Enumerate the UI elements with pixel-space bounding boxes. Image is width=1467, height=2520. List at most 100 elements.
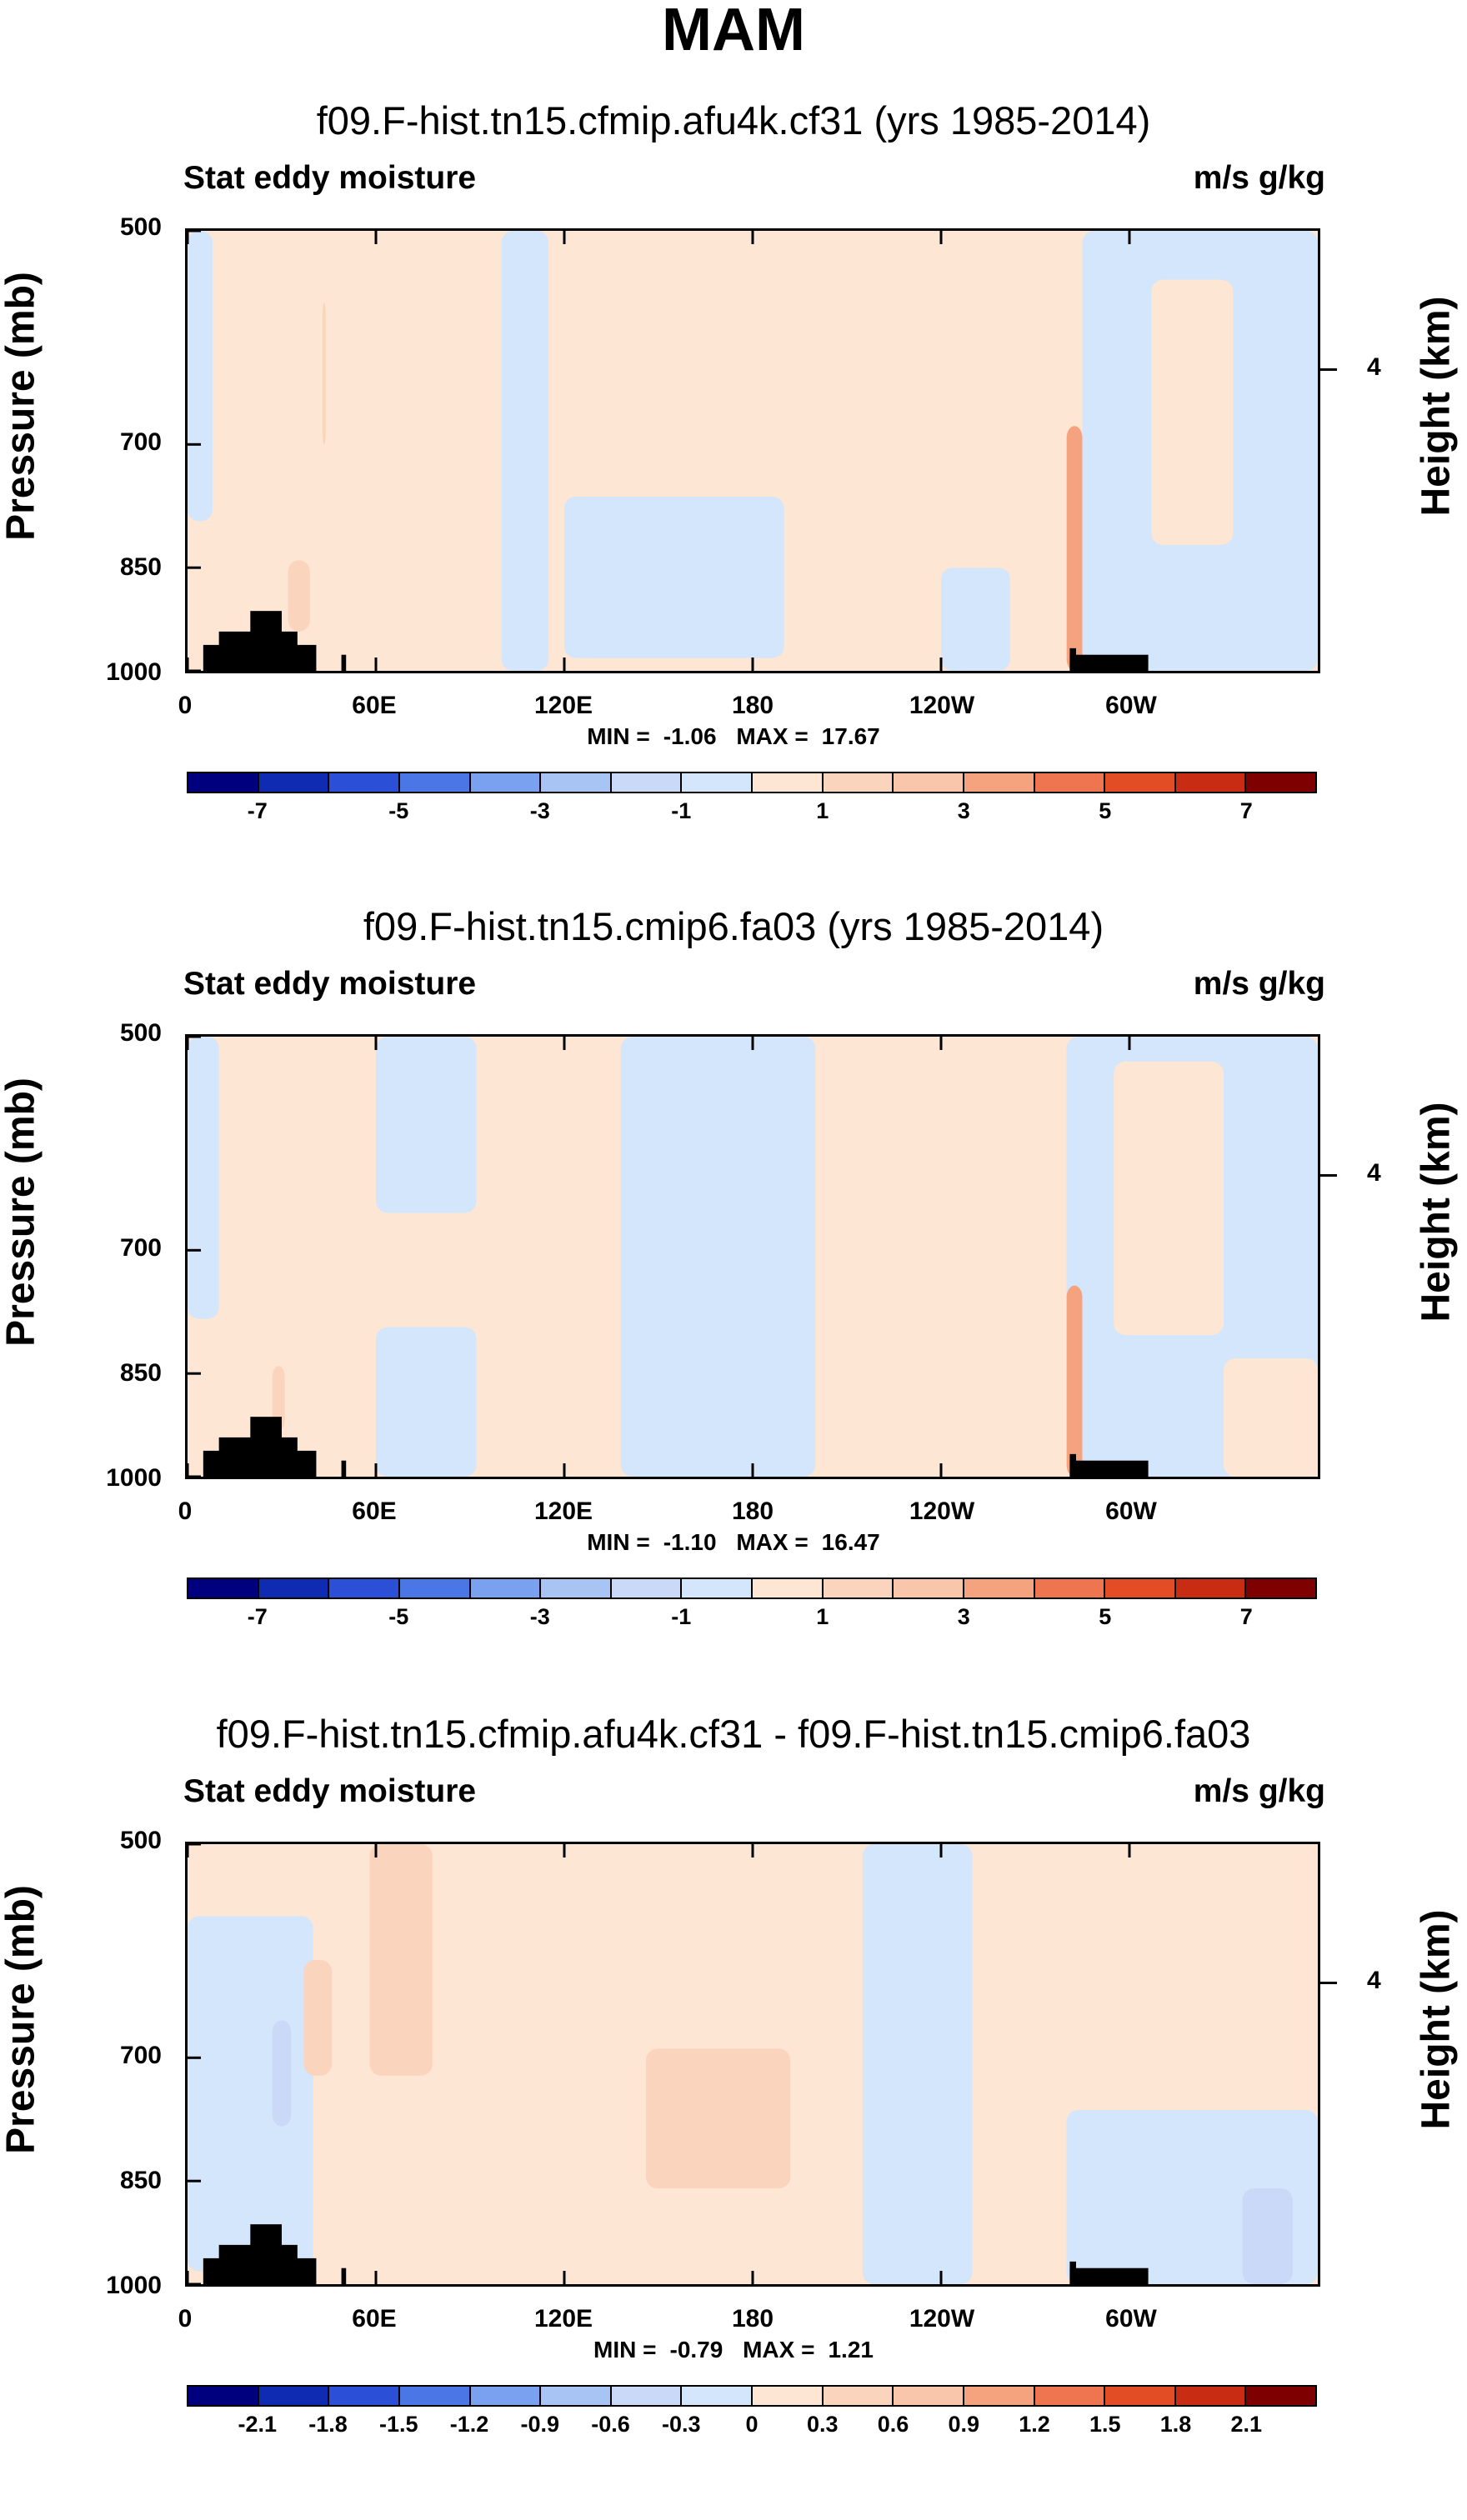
x-tick-mark-top [1128, 1037, 1131, 1050]
x-tick-mark [939, 2271, 943, 2284]
colorbar-box [329, 2387, 400, 2405]
contour-plot [185, 228, 1320, 673]
y-tick-label: 1000 [106, 2272, 162, 2299]
x-tick-mark [563, 658, 566, 671]
x-tick-label: 0 [178, 1498, 193, 1525]
x-tick-label: 120E [533, 692, 593, 719]
terrain-mask [341, 2268, 347, 2284]
contour-region [1224, 1358, 1318, 1477]
min-max-stats: MIN = -1.10 MAX = 16.47 [0, 1529, 1467, 1556]
y-tick-mark [188, 1844, 201, 1846]
x-tick-mark [751, 1463, 754, 1477]
max-label: MAX = [736, 723, 809, 749]
height-tick-label: 4 [1367, 1159, 1381, 1187]
x-tick-mark [1128, 658, 1131, 671]
y-axis-right-label: Height (km) [1414, 1102, 1459, 1322]
contour-region [1066, 1285, 1083, 1477]
x-tick-label: 60W [1105, 1498, 1157, 1525]
height-tick-label: 4 [1367, 1967, 1381, 1994]
colorbar-label: 1.2 [1019, 2412, 1050, 2437]
y-tick-label: 1000 [106, 1464, 162, 1492]
contour-region [272, 2020, 292, 2127]
height-tick-label: 4 [1367, 353, 1381, 381]
contour-region [322, 302, 326, 445]
contour-region [645, 2048, 791, 2189]
max-label: MAX = [736, 1529, 809, 1555]
colorbar-label: 1 [816, 1604, 829, 1629]
colorbar-box [470, 2387, 542, 2405]
colorbar [187, 772, 1317, 793]
colorbar-label: -5 [388, 798, 409, 823]
colorbar-box [258, 1579, 330, 1598]
colorbar-label: 7 [1239, 1604, 1253, 1629]
x-tick-label: 60W [1105, 2305, 1157, 2332]
y-tick-label: 500 [119, 1019, 162, 1047]
y-axis-label: Pressure (mb) [0, 272, 43, 541]
x-tick-mark-top [939, 231, 943, 244]
terrain-mask [1069, 1460, 1149, 1477]
x-tick-mark-top [188, 231, 189, 244]
x-tick-mark [188, 1463, 189, 1477]
contour-region [1066, 426, 1083, 671]
max-value: 1.21 [828, 2337, 874, 2362]
x-tick-label: 180 [731, 692, 774, 719]
x-tick-mark-top [563, 1037, 566, 1050]
y-tick-label: 500 [119, 1827, 162, 1854]
contour-region [188, 1916, 313, 2272]
colorbar-label: 3 [957, 798, 970, 823]
max-value: 17.67 [821, 723, 880, 749]
panel-title: f09.F-hist.tn15.cfmip.afu4k.cf31 (yrs 19… [316, 98, 1151, 142]
x-tick-mark [188, 2271, 189, 2284]
min-max-stats: MIN = -1.06 MAX = 17.67 [0, 723, 1467, 750]
colorbar-box [823, 1579, 894, 1598]
y-tick-mark [188, 231, 201, 232]
units-label: m/s g/kg [1193, 966, 1325, 1002]
y-axis-right-label: Height (km) [1414, 1909, 1459, 2130]
colorbar-box [399, 1579, 471, 1598]
min-value: -0.79 [669, 2337, 723, 2362]
x-tick-label: 120W [909, 692, 975, 719]
field-label: Stat eddy moisture [183, 966, 477, 1002]
colorbar-label: -1.5 [378, 2412, 418, 2437]
colorbar-label: 1.8 [1159, 2412, 1192, 2437]
colorbar-box [470, 773, 542, 792]
colorbar-box [1034, 2387, 1106, 2405]
colorbar-box [611, 2387, 683, 2405]
colorbar-box [1175, 2387, 1247, 2405]
y-tick-label: 850 [119, 553, 162, 581]
contour-region [218, 1037, 376, 1477]
y-axis-label: Pressure (mb) [0, 1885, 43, 2154]
x-tick-mark-top [188, 1037, 189, 1050]
x-tick-mark [939, 658, 943, 671]
colorbar-box [188, 773, 259, 792]
y-tick-mark [188, 1248, 201, 1252]
colorbar-box [1034, 773, 1106, 792]
x-tick-label: 120E [533, 2305, 593, 2332]
plot-svg [188, 1844, 1318, 2284]
colorbar-label: -0.6 [591, 2412, 630, 2437]
x-tick-mark [563, 1463, 566, 1477]
terrain-mask [1069, 2261, 1076, 2284]
colorbar-box [682, 1579, 753, 1598]
x-tick-mark-top [188, 1844, 189, 1858]
x-tick-mark [939, 1463, 943, 1477]
x-tick-mark [1128, 1463, 1131, 1477]
max-label: MAX = [743, 2337, 815, 2362]
y-tick-mark [188, 1372, 201, 1375]
y-tick-mark [188, 2056, 201, 2059]
y-tick-label: 850 [119, 2167, 162, 2194]
colorbar-box [894, 1579, 964, 1598]
y-tick-mark [188, 566, 201, 569]
field-label: Stat eddy moisture [183, 1773, 477, 1809]
plot-svg [188, 231, 1318, 671]
colorbar-box [541, 1579, 612, 1598]
contour-plot [185, 1842, 1320, 2287]
units-label: m/s g/kg [1193, 160, 1325, 196]
plot-svg [188, 1037, 1318, 1477]
colorbar-label: -3 [529, 798, 550, 823]
x-tick-label: 60E [352, 1498, 397, 1525]
y-tick-label: 700 [119, 428, 162, 456]
x-tick-label: 60W [1105, 692, 1157, 719]
units-label: m/s g/kg [1193, 1773, 1325, 1809]
x-tick-mark-top [939, 1844, 943, 1858]
